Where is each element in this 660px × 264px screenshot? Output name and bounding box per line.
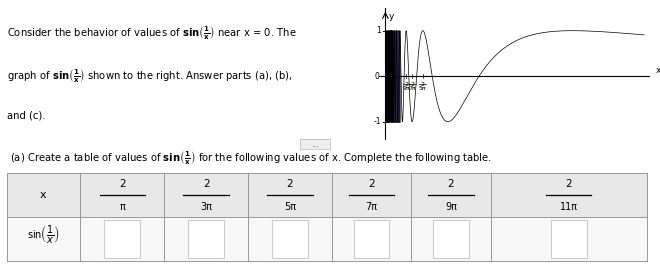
Text: 2: 2 <box>119 178 125 188</box>
Bar <box>188 220 224 258</box>
Bar <box>433 220 469 258</box>
Text: 0: 0 <box>375 72 379 81</box>
Text: 5π: 5π <box>419 86 426 91</box>
Text: 2: 2 <box>404 82 408 87</box>
Text: 3π: 3π <box>200 202 212 212</box>
Text: 9π: 9π <box>403 86 410 91</box>
Text: 2: 2 <box>410 82 414 87</box>
Text: 11π: 11π <box>560 202 578 212</box>
Text: x: x <box>40 190 47 200</box>
Bar <box>104 220 140 258</box>
Text: 7π: 7π <box>366 202 378 212</box>
Text: 2: 2 <box>566 178 572 188</box>
Text: 7π: 7π <box>409 86 416 91</box>
Text: x: x <box>656 66 660 75</box>
Bar <box>272 220 308 258</box>
Text: 9π: 9π <box>445 202 457 212</box>
Text: Consider the behavior of values of $\bf{sin}\left(\frac{1}{x}\right)$ near x = 0: Consider the behavior of values of $\bf{… <box>7 24 296 41</box>
Bar <box>551 220 587 258</box>
Text: 2: 2 <box>447 178 454 188</box>
Text: -1: -1 <box>374 117 381 126</box>
Text: 2: 2 <box>286 178 293 188</box>
Text: 1: 1 <box>376 26 381 35</box>
Text: 2: 2 <box>203 178 209 188</box>
Text: ...: ... <box>312 140 319 149</box>
Text: π: π <box>119 202 125 212</box>
Text: graph of $\bf{sin}\left(\frac{1}{x}\right)$ shown to the right. Answer parts (a): graph of $\bf{sin}\left(\frac{1}{x}\righ… <box>7 67 292 84</box>
Text: 2: 2 <box>421 82 425 87</box>
Text: (a) Create a table of values of $\bf{sin}\left(\frac{1}{x}\right)$ for the follo: (a) Create a table of values of $\bf{sin… <box>10 149 492 166</box>
Text: y: y <box>389 12 394 21</box>
Text: 5π: 5π <box>284 202 296 212</box>
Text: and (c).: and (c). <box>7 111 45 121</box>
Text: $\sin\!\left(\dfrac{1}{x}\right)$: $\sin\!\left(\dfrac{1}{x}\right)$ <box>27 223 60 245</box>
Bar <box>354 220 389 258</box>
Text: 2: 2 <box>368 178 375 188</box>
